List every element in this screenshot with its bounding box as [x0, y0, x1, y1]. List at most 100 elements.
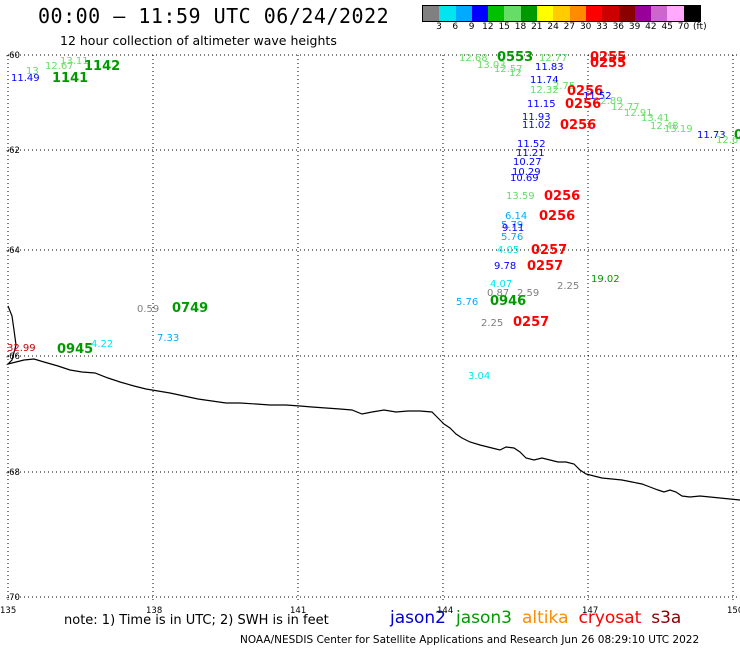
- antarctic-coastline: [6, 305, 740, 501]
- colorbar-swatch: [667, 6, 684, 21]
- credit-line: NOAA/NESDIS Center for Satellite Applica…: [240, 634, 700, 646]
- colorbar-tick: 3: [436, 22, 442, 32]
- wave-height-label: 13.59: [506, 191, 535, 202]
- colorbar-tick: 18: [514, 22, 527, 32]
- longitude-label: 147: [582, 606, 598, 616]
- legend-item-s3a: s3a: [651, 608, 682, 628]
- colorbar-swatch: [602, 6, 619, 21]
- colorbar-swatch: [504, 6, 521, 21]
- longitude-label: 135: [0, 606, 16, 616]
- wave-height-label: 4.22: [91, 339, 113, 350]
- wave-height-label: 2.59: [517, 288, 539, 299]
- wave-height-label: 7.33: [157, 333, 179, 344]
- wave-height-label: 12.32: [530, 85, 559, 96]
- satellite-legend: jason2 jason3 altika cryosat s3a: [390, 608, 691, 628]
- observation-time-label: 0255: [590, 50, 626, 65]
- wave-height-label: 0.59: [137, 304, 159, 315]
- wave-height-label: 5.76: [501, 232, 523, 243]
- legend-item-altika: altika: [522, 608, 569, 628]
- colorbar-tick: 9: [468, 22, 475, 32]
- latitude-label: -64: [6, 246, 20, 256]
- colorbar-swatch: [618, 6, 635, 21]
- wave-height-label: 12.68: [459, 53, 488, 64]
- wave-height-label: 11.52: [517, 139, 546, 150]
- wave-height-label: 12.57: [494, 64, 523, 75]
- observation-time-label: 0257: [513, 315, 549, 330]
- legend-item-jason2: jason2: [390, 608, 446, 628]
- colorbar-tick: 70: [677, 22, 690, 32]
- wave-height-label: 12.48: [650, 121, 679, 132]
- wave-height-label: 9.78: [494, 261, 516, 272]
- colorbar-tick: 6: [452, 22, 459, 32]
- colorbar-tick: 27: [563, 22, 576, 32]
- colorbar-tick: (ft): [693, 22, 707, 32]
- wave-height-label: 12.91: [624, 108, 653, 119]
- latitude-label: -60: [6, 51, 20, 61]
- latitude-label: -68: [6, 468, 20, 478]
- colorbar-tick: 42: [645, 22, 657, 32]
- observation-time-label: 0256: [567, 84, 603, 99]
- colorbar-swatch: [569, 6, 586, 21]
- observation-time-label: 1142: [84, 59, 120, 74]
- longitude-label: 138: [146, 606, 162, 616]
- colorbar-swatch: [651, 6, 668, 21]
- colorbar-swatch: [537, 6, 554, 21]
- wave-height-label: 10.27: [513, 157, 542, 168]
- longitude-label: 144: [437, 606, 453, 616]
- wave-height-label: 2.25: [481, 318, 503, 329]
- colorbar-swatch: [634, 6, 652, 21]
- colorbar-swatch: [455, 6, 472, 21]
- colorbar-swatch: [423, 6, 440, 21]
- wave-height-label: 13.03: [477, 60, 506, 71]
- colorbar-tick: 30: [579, 22, 592, 32]
- longitude-label: 150: [727, 606, 740, 616]
- wave-height-label: 12.6: [716, 135, 738, 146]
- colorbar-tick: 39: [628, 22, 641, 32]
- wave-height-label: 11.52: [583, 91, 612, 102]
- latitude-label: -62: [6, 146, 20, 156]
- observation-time-label: 0553: [497, 50, 533, 65]
- observation-time-label: 0256: [544, 189, 580, 204]
- wave-height-label: 11.83: [535, 62, 564, 73]
- wave-height-label: 32.99: [7, 343, 36, 354]
- page-subtitle: 12 hour collection of altimeter wave hei…: [60, 33, 337, 48]
- wave-height-label: 12.77: [539, 53, 568, 64]
- wave-height-label: 10.29: [512, 167, 541, 178]
- wave-height-label: 2.25: [557, 281, 579, 292]
- colorbar-tick: 12: [482, 22, 494, 32]
- units-note: note: 1) Time is in UTC; 2) SWH is in fe…: [64, 613, 329, 628]
- observation-time-label: 1141: [52, 71, 88, 86]
- longitude-label: 141: [290, 606, 306, 616]
- observation-time-label: 0257: [531, 243, 567, 258]
- colorbar-swatch: [553, 6, 570, 21]
- wave-height-label: 11.74: [530, 75, 559, 86]
- wave-height-label: 4.07: [490, 279, 512, 290]
- colorbar-tick: 21: [531, 22, 543, 32]
- wave-height-label: 10.69: [510, 173, 539, 184]
- wave-height-label: 12.67: [45, 61, 74, 72]
- colorbar-swatch: [471, 6, 489, 21]
- wave-height-label: 2.75: [553, 81, 575, 92]
- wave-height-label: 4.05: [497, 245, 519, 256]
- colorbar-tick: 24: [547, 22, 559, 32]
- wave-height-label: 13.41: [641, 113, 670, 124]
- wave-height-label: 19.02: [591, 274, 620, 285]
- wave-height-label: 12.89: [594, 96, 623, 107]
- legend-item-cryosat: cryosat: [578, 608, 642, 628]
- observation-time-label: 0256: [560, 118, 596, 133]
- wave-height-label: 13.11: [60, 56, 89, 67]
- wave-height-label: 3.04: [468, 371, 490, 382]
- colorbar-tick: 33: [596, 22, 608, 32]
- observation-time-label: 0945: [57, 342, 93, 357]
- wave-height-label: 11.21: [516, 148, 545, 159]
- wave-height-label: 13: [26, 66, 39, 77]
- colorbar-tick: 36: [612, 22, 625, 32]
- wave-height-label: 0.87: [487, 288, 509, 299]
- observation-time-label: 0255: [590, 56, 626, 71]
- colorbar-swatch: [683, 6, 701, 21]
- wave-height-label: 12.77: [611, 102, 640, 113]
- wave-height-label: 5.76: [456, 297, 478, 308]
- colorbar-tick-labels: 3 6 9 12 15 18 21 24 27 30 33 36 39 42 45 70 (ft): [0, 22, 740, 34]
